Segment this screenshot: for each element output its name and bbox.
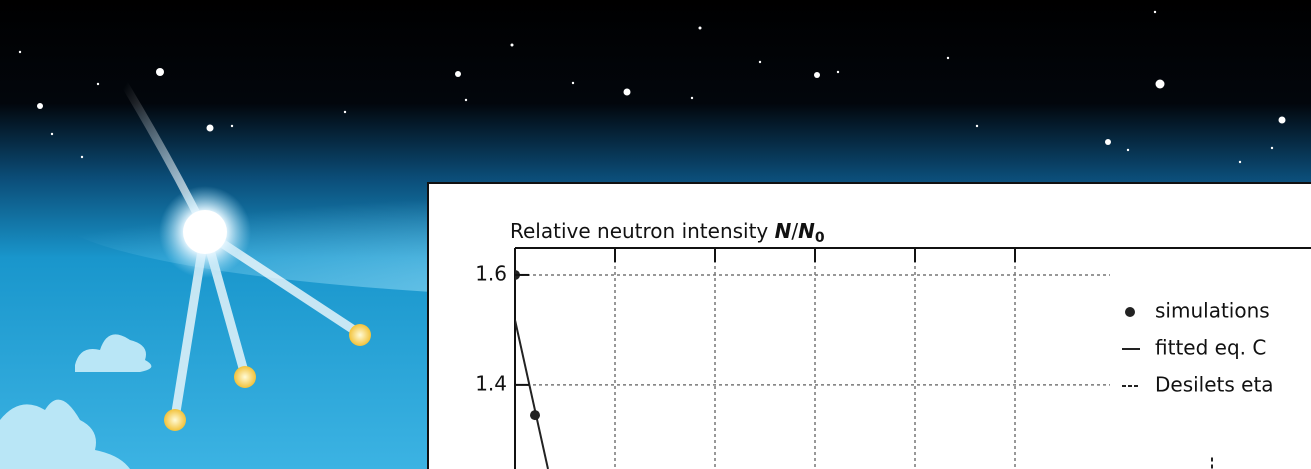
y-tick-label: 1.6 (475, 261, 507, 285)
y-axis-label-subscript: 0 (815, 230, 825, 246)
collision-core (183, 210, 227, 254)
neutrons (164, 324, 371, 431)
clouds (0, 334, 152, 469)
legend-symbol (1125, 307, 1135, 317)
legend-label: simulations (1155, 299, 1270, 323)
series-line (515, 319, 549, 469)
stars (18, 10, 1286, 164)
y-axis-label: Relative neutron intensity N/N0 (510, 219, 825, 247)
y-axis-label-symbol: N (775, 219, 792, 243)
y-axis-label-slash: / (791, 219, 798, 243)
y-axis-label-text: Relative neutron intensity (510, 219, 775, 243)
chart-panel (427, 182, 1311, 469)
y-tick-label: 1.4 (475, 371, 507, 395)
legend-label: fitted eq. C (1155, 336, 1266, 360)
plot-area (515, 248, 1213, 469)
legend-label: Desilets eta (1155, 373, 1274, 397)
y-axis-label-symbol: N (798, 219, 815, 243)
